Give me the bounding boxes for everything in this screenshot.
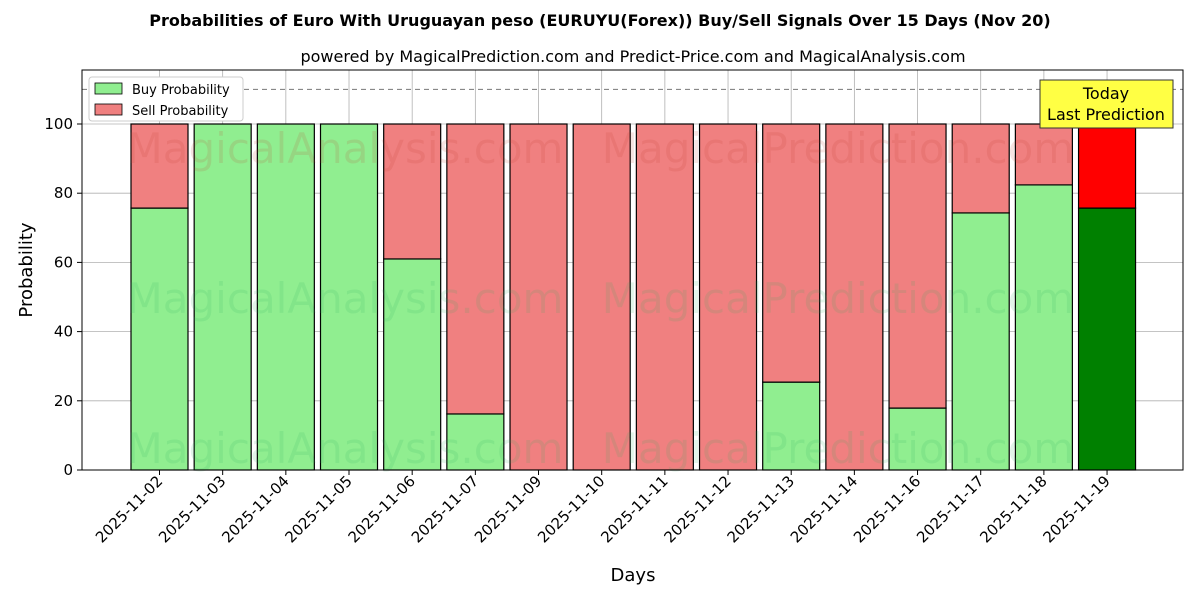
x-tick-label: 2025-11-04	[218, 472, 292, 546]
x-tick-label: 2025-11-13	[724, 472, 798, 546]
bar-sell	[383, 123, 442, 260]
bar-buy	[762, 381, 821, 471]
legend-swatch-sell	[94, 103, 123, 116]
svg-text:Today: Today	[1082, 84, 1129, 103]
x-tick-label: 2025-11-06	[345, 472, 419, 546]
chart-title: Probabilities of Euro With Uruguayan pes…	[149, 11, 1050, 30]
watermark: MagicalPrediction.com	[602, 424, 1075, 473]
y-axis-label: Probability	[16, 222, 37, 317]
x-tick-label: 2025-11-03	[155, 472, 229, 546]
x-tick-label: 2025-11-09	[471, 472, 545, 546]
bar-sell	[1014, 123, 1073, 186]
x-tick-label: 2025-11-14	[787, 472, 861, 546]
bar-sell	[509, 123, 568, 471]
bar-sell	[130, 123, 189, 209]
y-tick-label: 0	[63, 461, 73, 479]
x-tick-label: 2025-11-02	[92, 472, 166, 546]
x-tick-label: 2025-11-07	[408, 472, 482, 546]
x-tick-label: 2025-11-05	[281, 472, 355, 546]
bar-buy	[888, 407, 947, 471]
bar-sell	[825, 123, 884, 471]
y-tick-label: 20	[54, 392, 73, 410]
y-tick-label: 80	[54, 184, 73, 202]
watermark: MagicalAnalysis.com	[127, 424, 564, 473]
y-tick-label: 60	[54, 253, 73, 271]
bar-buy	[383, 258, 442, 471]
legend-label-sell: Sell Probability	[132, 104, 229, 119]
legend: Buy Probability Sell Probability	[88, 76, 244, 122]
y-tick-label: 40	[54, 323, 73, 341]
bar-sell	[888, 123, 947, 409]
bar-buy	[193, 123, 252, 471]
bar-sell	[1077, 123, 1137, 209]
bar-buy	[256, 123, 315, 471]
watermark: MagicalPrediction.com	[602, 124, 1075, 173]
x-tick-label: 2025-11-17	[913, 472, 987, 546]
bar-buy	[1014, 184, 1073, 471]
bar-sell	[762, 123, 821, 383]
x-tick-label: 2025-11-19	[1039, 472, 1113, 546]
bar-sell	[951, 123, 1010, 214]
legend-swatch-buy	[94, 82, 123, 95]
x-tick-label: 2025-11-18	[976, 472, 1050, 546]
x-tick-label: 2025-11-12	[660, 472, 734, 546]
bar-sell	[572, 123, 631, 471]
today-annotation: Today Last Prediction	[1039, 79, 1174, 129]
bar-buy	[951, 212, 1010, 471]
bar-buy	[319, 123, 379, 471]
watermark: MagicalAnalysis.com	[127, 274, 564, 323]
y-tick-label: 100	[44, 115, 73, 133]
x-axis-label: Days	[611, 565, 656, 586]
x-tick-label: 2025-11-10	[534, 472, 608, 546]
watermark: MagicalPrediction.com	[602, 274, 1075, 323]
watermark: MagicalAnalysis.com	[127, 124, 564, 173]
bar-sell	[698, 123, 758, 471]
bar-sell	[635, 123, 694, 471]
bar-sell	[446, 123, 505, 415]
x-tick-label: 2025-11-16	[850, 472, 924, 546]
bar-buy	[1077, 207, 1137, 471]
chart-subtitle: powered by MagicalPrediction.com and Pre…	[300, 47, 965, 66]
plot-frame	[81, 69, 1184, 471]
svg-text:Last Prediction: Last Prediction	[1047, 105, 1165, 124]
legend-label-buy: Buy Probability	[132, 83, 230, 98]
x-tick-label: 2025-11-11	[597, 472, 671, 546]
